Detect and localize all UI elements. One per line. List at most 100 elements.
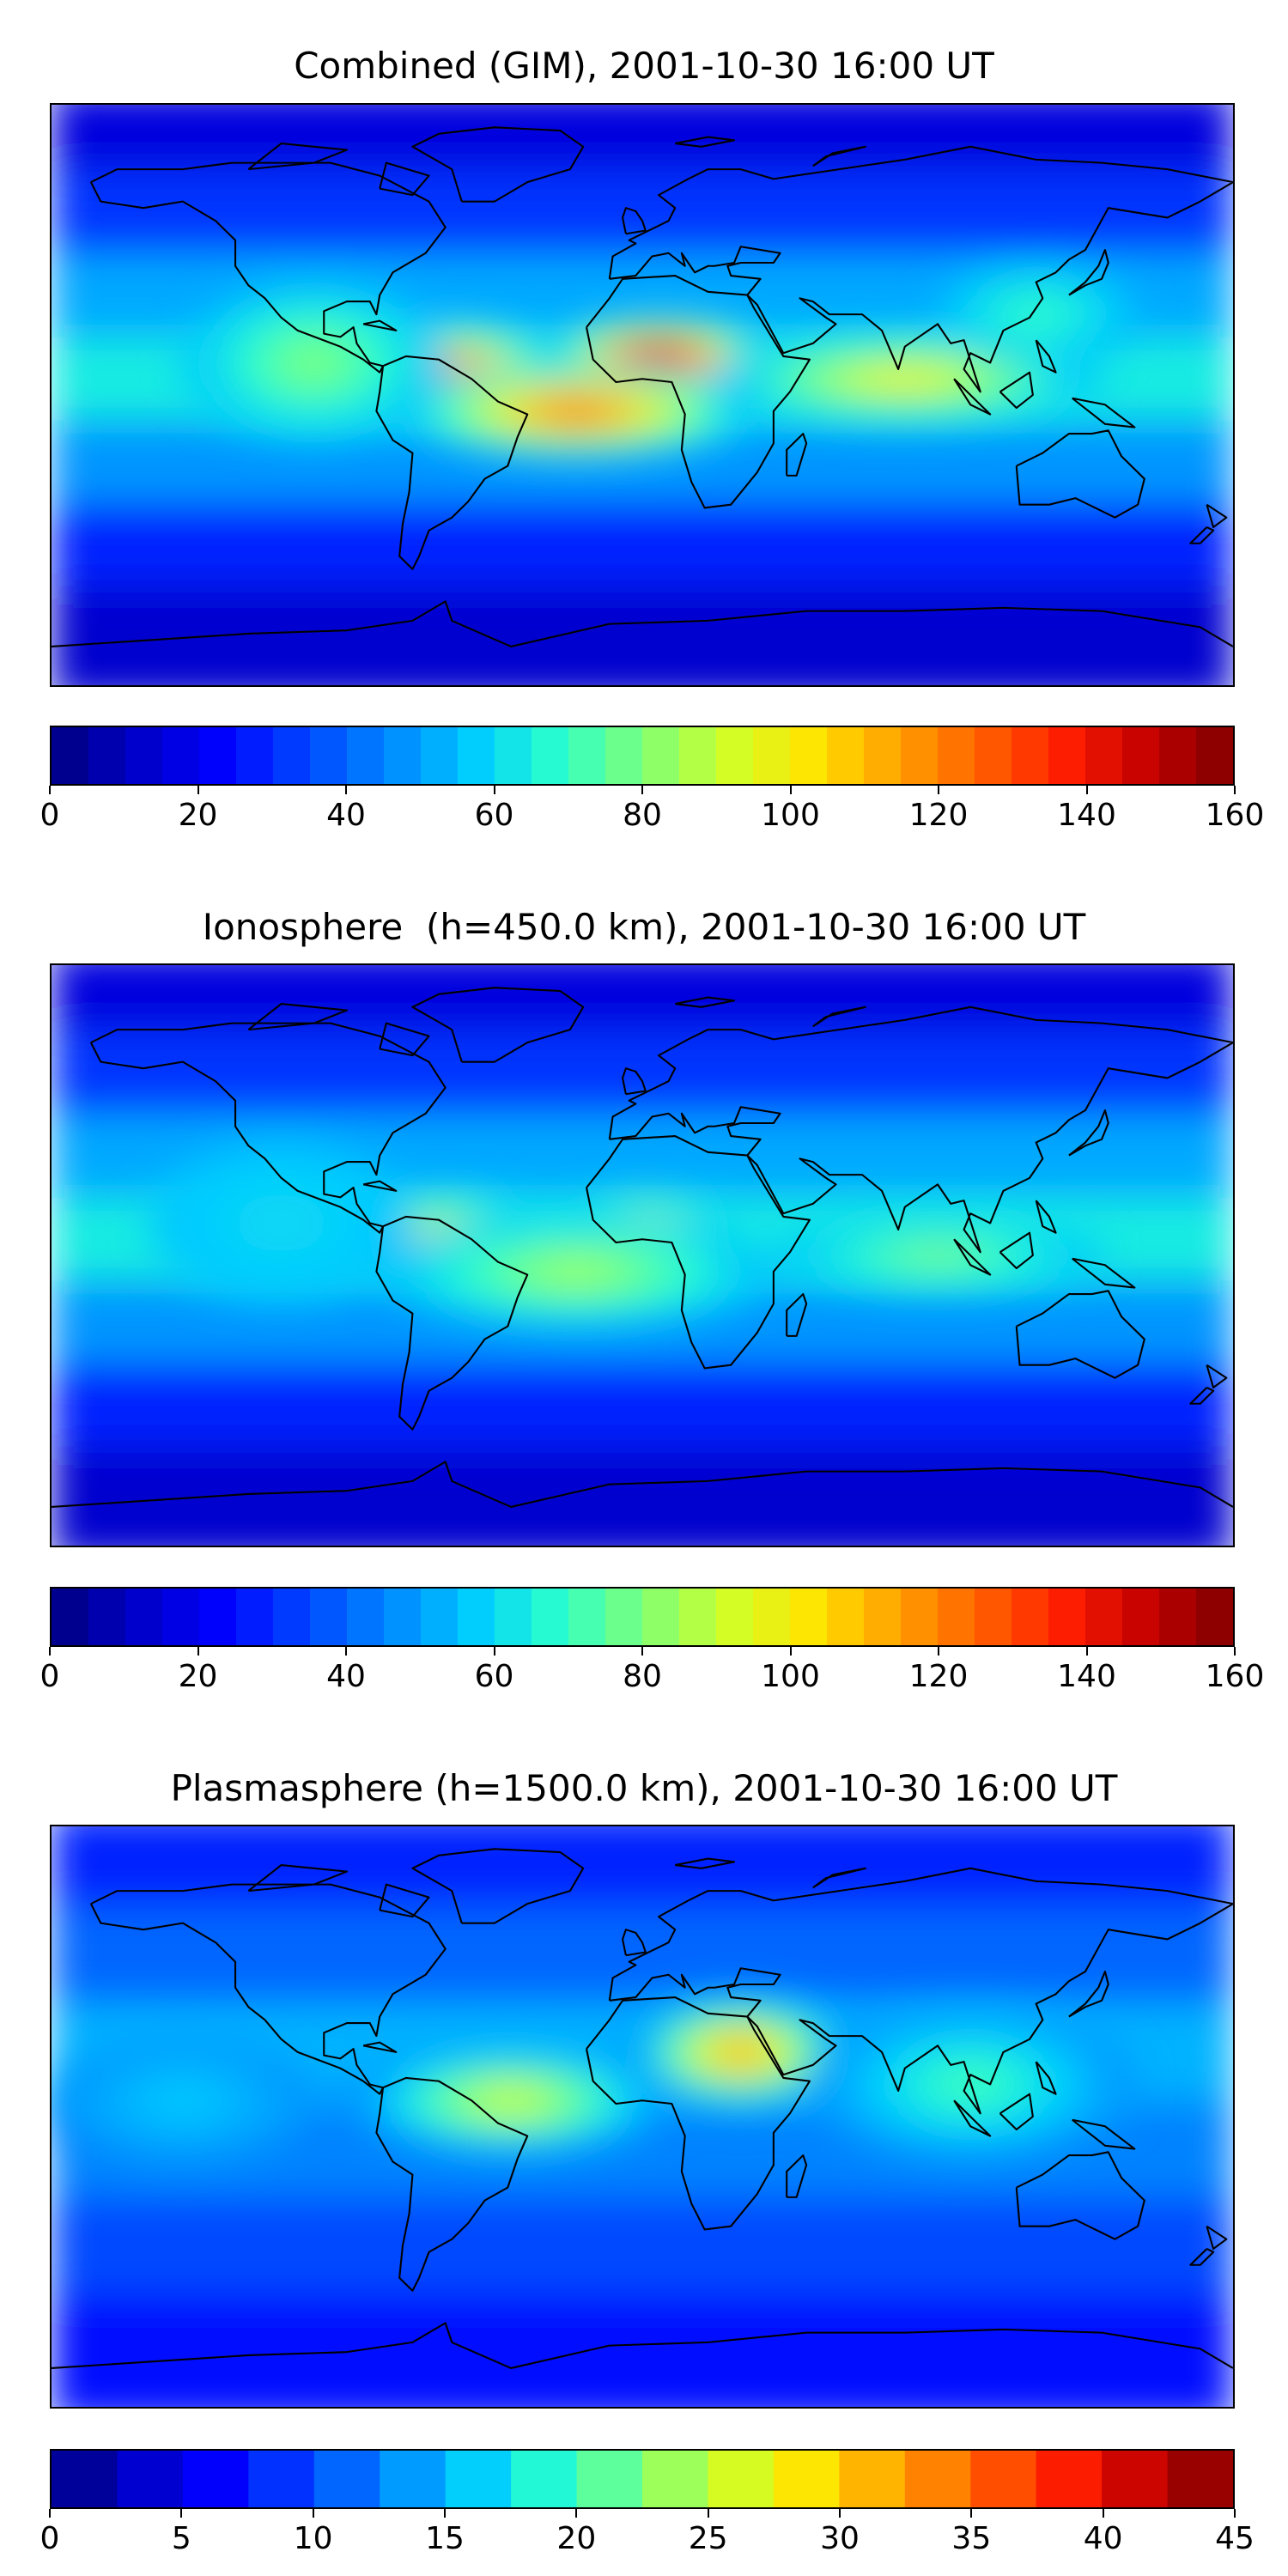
colorbar-tick [493, 1647, 495, 1656]
contour-ellipse [540, 401, 613, 422]
colorbar-segment [1048, 1589, 1086, 1645]
colorbar-segment [511, 2451, 578, 2507]
coastline [953, 378, 992, 416]
colorbar-tick [1234, 2509, 1236, 2518]
colorbar-tick-label: 15 [425, 2521, 465, 2556]
coastline [675, 136, 736, 148]
contour-ellipse [477, 2088, 544, 2112]
colorbar-tick [938, 786, 939, 794]
coastline [622, 1067, 647, 1096]
coastline [411, 987, 585, 1063]
field-band [52, 1446, 1233, 1546]
colorbar-tick [641, 1647, 643, 1656]
colorbar-tick [444, 2509, 446, 2518]
colorbar-segment [52, 2451, 118, 2507]
map-title: Ionosphere (h=450.0 km), 2001-10-30 16:0… [202, 906, 1086, 948]
colorbar-segment [679, 727, 717, 784]
contour-ellipse [865, 369, 945, 388]
colorbar-ticks-2: 0 5 10 15 20 25 30 35 40 45 [40, 2509, 1255, 2561]
colorbar-segment [458, 727, 495, 784]
coastline [375, 2076, 529, 2292]
coastline [247, 1864, 349, 1893]
colorbar-tick-label: 100 [761, 1659, 820, 1694]
coastline [362, 2041, 398, 2053]
coastline [608, 1005, 1233, 1254]
colorbar-tick-label: 30 [820, 2521, 860, 2556]
colorbar-tick [1085, 786, 1088, 794]
colorbar-ticks-0: 0 20 40 60 80 100 120 140 160 [40, 786, 1264, 837]
colorbar-tick-label: 35 [951, 2521, 992, 2556]
colorbar-tick [493, 786, 495, 794]
colorbar-segment [236, 1589, 274, 1645]
map-title: Plasmasphere (h=1500.0 km), 2001-10-30 1… [170, 1767, 1118, 1809]
colorbar-tick [575, 2509, 578, 2518]
colorbar-tick [789, 1647, 792, 1656]
colorbar-tick-label: 160 [1205, 798, 1265, 833]
colorbar-segment [904, 2451, 971, 2507]
colorbar-segment [495, 727, 532, 784]
colorbar-tick-label: 25 [688, 2521, 728, 2556]
coastline [89, 161, 447, 374]
colorbar-segment [313, 2451, 380, 2507]
coastline [1068, 1970, 1109, 2018]
colorbar-tick [938, 1647, 939, 1656]
colorbar-segment [864, 727, 902, 784]
map-svg-1 [52, 965, 1233, 1546]
map-title: Combined (GIM), 2001-10-30 16:00 UT [294, 45, 994, 87]
colorbar-segment [753, 1589, 791, 1645]
colorbar-ticks-1: 0 20 40 60 80 100 120 140 160 [40, 1647, 1264, 1698]
colorbar-segment [380, 2451, 447, 2507]
colorbar-tick-label: 40 [326, 798, 366, 833]
colorbar-tick [197, 786, 199, 794]
colorbar-segment [445, 2451, 512, 2507]
coastline [379, 161, 430, 197]
coastline [411, 126, 585, 203]
coastlines [52, 1848, 1233, 2369]
colorbar-tick-label: 5 [171, 2521, 191, 2556]
coastline [379, 1883, 430, 1918]
coastline [362, 1180, 398, 1192]
coastline [1189, 2248, 1215, 2266]
colorbar-plasmasphere [50, 2449, 1235, 2509]
colorbar-segment [1122, 727, 1160, 784]
coastline [411, 1848, 585, 1924]
coastline [89, 1883, 447, 2095]
coastline [247, 143, 349, 171]
coastline [1015, 2151, 1145, 2240]
colorbar-segment [642, 2451, 709, 2507]
coastline [999, 1231, 1034, 1270]
coastline [52, 1461, 1233, 1508]
colorbar-segment [970, 2451, 1037, 2507]
coastline [1068, 248, 1109, 296]
colorbar-segment [839, 2451, 906, 2507]
coastline [608, 1867, 1233, 2115]
coastline [812, 145, 866, 167]
colorbar-segment [1012, 1589, 1049, 1645]
colorbar-svg-0 [52, 727, 1233, 784]
colorbar-segment [384, 727, 422, 784]
coastline [675, 1857, 736, 1869]
colorbar-tick-label: 100 [761, 798, 820, 833]
colorbar-tick [49, 786, 51, 794]
colorbar-segment [790, 1589, 828, 1645]
colorbar-tick [1234, 786, 1236, 794]
colorbar-segment [1085, 727, 1123, 784]
colorbar-segment [199, 1589, 237, 1645]
colorbar-tick [839, 2509, 841, 2518]
colorbar-segment [88, 1589, 126, 1645]
colorbar-tick-label: 40 [1083, 2521, 1123, 2556]
contour-ellipse [635, 348, 682, 364]
coastline [1015, 1290, 1145, 1379]
colorbar-tick-label: 60 [474, 1659, 514, 1694]
colorbar-tick [49, 2509, 51, 2518]
colorbar-segment [248, 2451, 315, 2507]
colorbar-tick [345, 786, 347, 794]
colorbar-tick [197, 1647, 199, 1656]
colorbar-segment [52, 727, 89, 784]
colorbar-tick-label: 60 [474, 798, 514, 833]
coastline [999, 371, 1034, 410]
colorbar-tick [49, 1647, 51, 1656]
field-blobs [149, 1142, 1103, 1330]
colorbar-segment [773, 2451, 841, 2507]
coastline [953, 2099, 992, 2137]
